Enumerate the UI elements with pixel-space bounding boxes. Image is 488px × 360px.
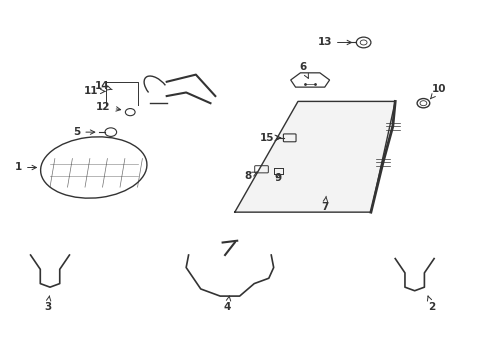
- Text: 12: 12: [96, 102, 121, 112]
- Text: 9: 9: [274, 173, 282, 183]
- Polygon shape: [234, 102, 394, 212]
- Text: 7: 7: [321, 196, 328, 212]
- Text: 1: 1: [15, 162, 36, 172]
- Text: 14: 14: [95, 81, 112, 91]
- Text: 15: 15: [260, 133, 280, 143]
- Text: 2: 2: [427, 296, 434, 312]
- Text: 3: 3: [44, 296, 51, 312]
- Text: 5: 5: [73, 127, 95, 137]
- Text: 11: 11: [84, 86, 104, 96]
- Text: 13: 13: [317, 37, 351, 48]
- Text: 8: 8: [244, 171, 257, 181]
- Text: 6: 6: [299, 63, 308, 78]
- Text: 10: 10: [429, 84, 446, 99]
- Text: 4: 4: [224, 296, 231, 312]
